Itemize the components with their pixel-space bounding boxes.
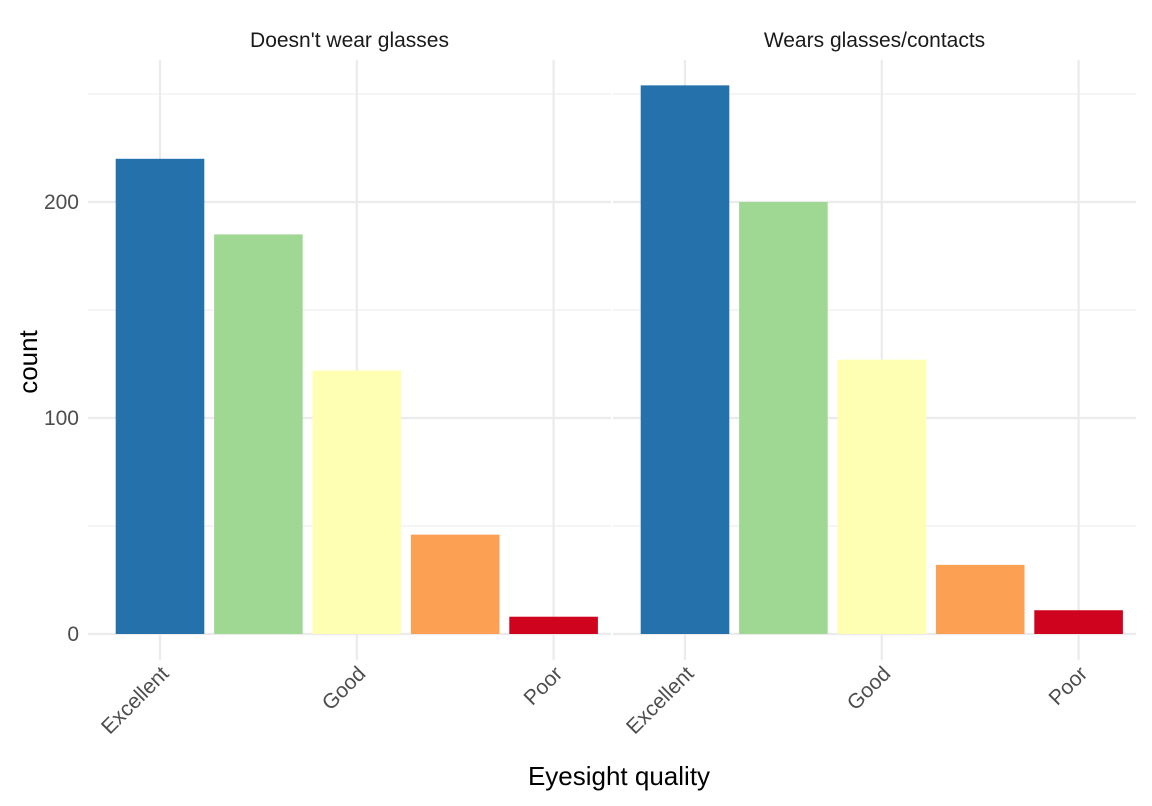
panel-title: Wears glasses/contacts	[764, 29, 985, 52]
x-tick-label: Good	[843, 662, 896, 715]
bar-very-good	[214, 234, 303, 634]
bar-excellent	[640, 85, 730, 635]
bar-good	[837, 359, 927, 634]
bar-excellent	[115, 158, 205, 635]
x-tick-label: Poor	[1045, 662, 1093, 710]
panel-2: Wears glasses/contacts Excellent Good Poor	[613, 29, 1136, 739]
y-tick-label: 200	[44, 191, 79, 214]
bar-poor	[1034, 610, 1123, 634]
x-tick-label: Poor	[520, 662, 568, 710]
x-tick-label: Excellent	[97, 662, 174, 739]
y-tick-label: 100	[44, 407, 79, 430]
bar-fair	[935, 564, 1025, 634]
x-tick-label: Good	[318, 662, 371, 715]
bars	[640, 85, 1123, 635]
x-axis-ticks: Excellent Good Poor	[622, 662, 1092, 739]
x-axis-title: Eyesight quality	[528, 761, 710, 791]
bar-good	[312, 370, 402, 634]
bar-very-good	[739, 202, 828, 634]
panel-title: Doesn't wear glasses	[250, 29, 449, 52]
bars	[115, 158, 598, 635]
y-tick-label: 0	[67, 623, 79, 646]
bar-fair	[410, 534, 500, 634]
y-axis-title: count	[13, 329, 43, 393]
panel-1: Doesn't wear glasses Excellent Good Poor	[88, 29, 611, 739]
y-axis: 0 100 200	[44, 191, 79, 646]
x-axis-ticks: Excellent Good Poor	[97, 662, 567, 739]
x-tick-label: Excellent	[622, 662, 699, 739]
bar-poor	[509, 616, 598, 634]
